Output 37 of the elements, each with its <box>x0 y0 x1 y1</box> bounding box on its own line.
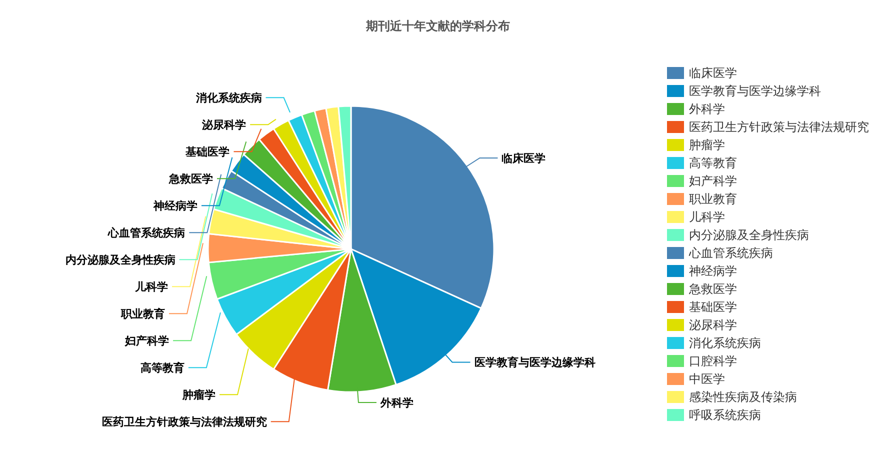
legend-label: 基础医学 <box>689 298 737 316</box>
legend-label: 急救医学 <box>689 280 737 298</box>
slice-label: 外科学 <box>379 396 414 410</box>
legend-label: 神经病学 <box>689 262 737 280</box>
slice-label: 医学教育与医学边缘学科 <box>474 356 596 370</box>
legend-label: 外科学 <box>689 100 725 118</box>
legend-label: 口腔科学 <box>689 352 737 370</box>
legend-label: 消化系统疾病 <box>689 334 761 352</box>
legend-label: 肿瘤学 <box>689 136 725 154</box>
slice-label: 消化系统疾病 <box>194 92 262 105</box>
slice-label: 基础医学 <box>184 146 230 159</box>
slice-label: 心血管系统疾病 <box>107 226 186 240</box>
legend-label: 泌尿科学 <box>689 316 737 334</box>
slice-label: 儿科学 <box>134 280 168 294</box>
slice-label: 神经病学 <box>152 200 198 213</box>
legend-label: 心血管系统疾病 <box>689 244 773 262</box>
legend-label: 职业教育 <box>689 190 737 208</box>
legend-label: 中医学 <box>689 370 725 388</box>
slice-label: 医药卫生方针政策与法律法规研究 <box>102 416 267 429</box>
legend-label: 呼吸系统疾病 <box>689 406 761 424</box>
slice-label: 内分泌腺及全身性疾病 <box>65 254 176 267</box>
slice-label: 高等教育 <box>140 362 184 375</box>
legend-label: 医学教育与医学边缘学科 <box>689 82 821 100</box>
legend-label: 高等教育 <box>689 154 737 172</box>
slice-label: 妇产科学 <box>124 334 170 348</box>
slice-label: 临床医学 <box>502 152 546 165</box>
slice-label: 急救医学 <box>168 172 213 186</box>
legend-label: 妇产科学 <box>689 172 737 190</box>
chart-title: 期刊近十年文献的学科分布 <box>365 18 511 35</box>
legend-label: 临床医学 <box>689 64 737 82</box>
legend-label: 医药卫生方针政策与法律法规研究 <box>689 118 869 136</box>
legend-label: 感染性疾病及传染病 <box>689 388 797 406</box>
slice-label: 泌尿科学 <box>201 118 246 132</box>
slice-label: 职业教育 <box>120 308 166 321</box>
legend-label: 内分泌腺及全身性疾病 <box>689 226 809 244</box>
slice-label: 肿瘤学 <box>182 388 216 402</box>
legend-label: 儿科学 <box>689 208 725 226</box>
